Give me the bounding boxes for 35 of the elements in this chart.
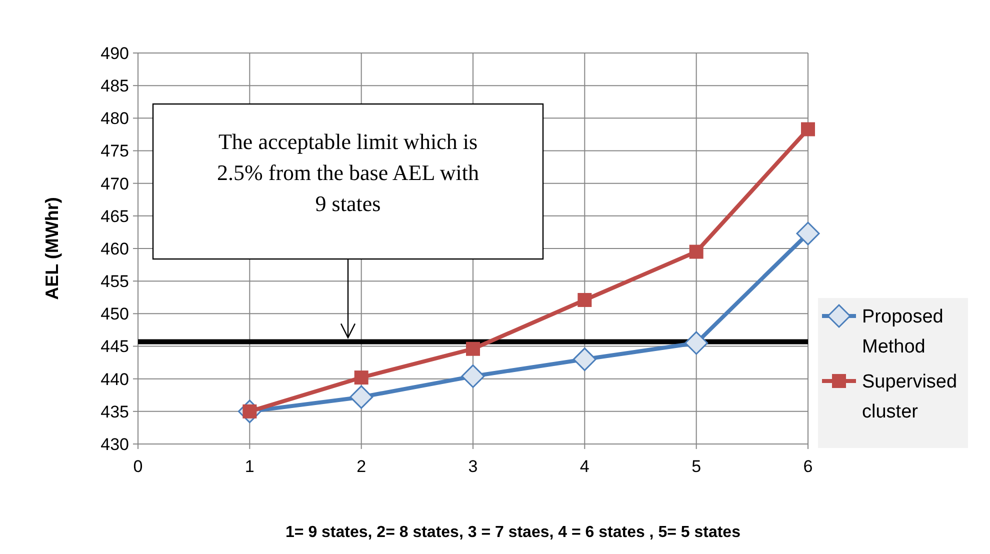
y-tick-label: 435 [100,402,129,422]
point [796,222,820,246]
y-tick-label: 450 [100,304,129,324]
x-axis-title: 1= 9 states, 2= 8 states, 3 = 7 staes, 4 = 6 states , 5= 5 states [286,524,741,541]
y-tick-label: 485 [100,76,129,96]
x-tick-label: 0 [133,457,143,476]
y-tick-label: 445 [100,337,129,356]
x-tick-label: 6 [803,457,813,476]
x-tick-label: 1 [244,457,254,476]
x-tick-label: 4 [580,457,590,476]
point [461,364,485,388]
y-tick-label: 430 [100,434,129,454]
y-tick-label: 475 [100,142,129,161]
y-tick-label: 465 [100,206,129,226]
point [572,348,596,372]
point [684,331,708,355]
y-tick-label: 460 [100,239,129,258]
point [466,342,480,356]
annotation: The acceptable limit which is 2.5% from the base AEL with 9 states [217,129,479,216]
y-axis-title: AEL (MWhr) [42,197,62,300]
point [350,385,374,409]
y-tick-label: 480 [100,109,129,128]
x-tick-label: 2 [356,457,366,476]
y-tick-label: 455 [100,272,129,292]
y-tick-label: 440 [100,370,129,389]
x-tick-label: 3 [468,457,478,476]
point [578,292,592,307]
legend-label: Proposed Method [862,306,944,358]
point [689,244,704,259]
point [354,370,368,385]
legend-label: Supervised cluster [862,372,958,423]
y-tick-label: 490 [100,44,129,63]
y-tick-label: 470 [100,174,129,194]
x-tick-label: 5 [692,457,702,476]
point [801,122,815,136]
